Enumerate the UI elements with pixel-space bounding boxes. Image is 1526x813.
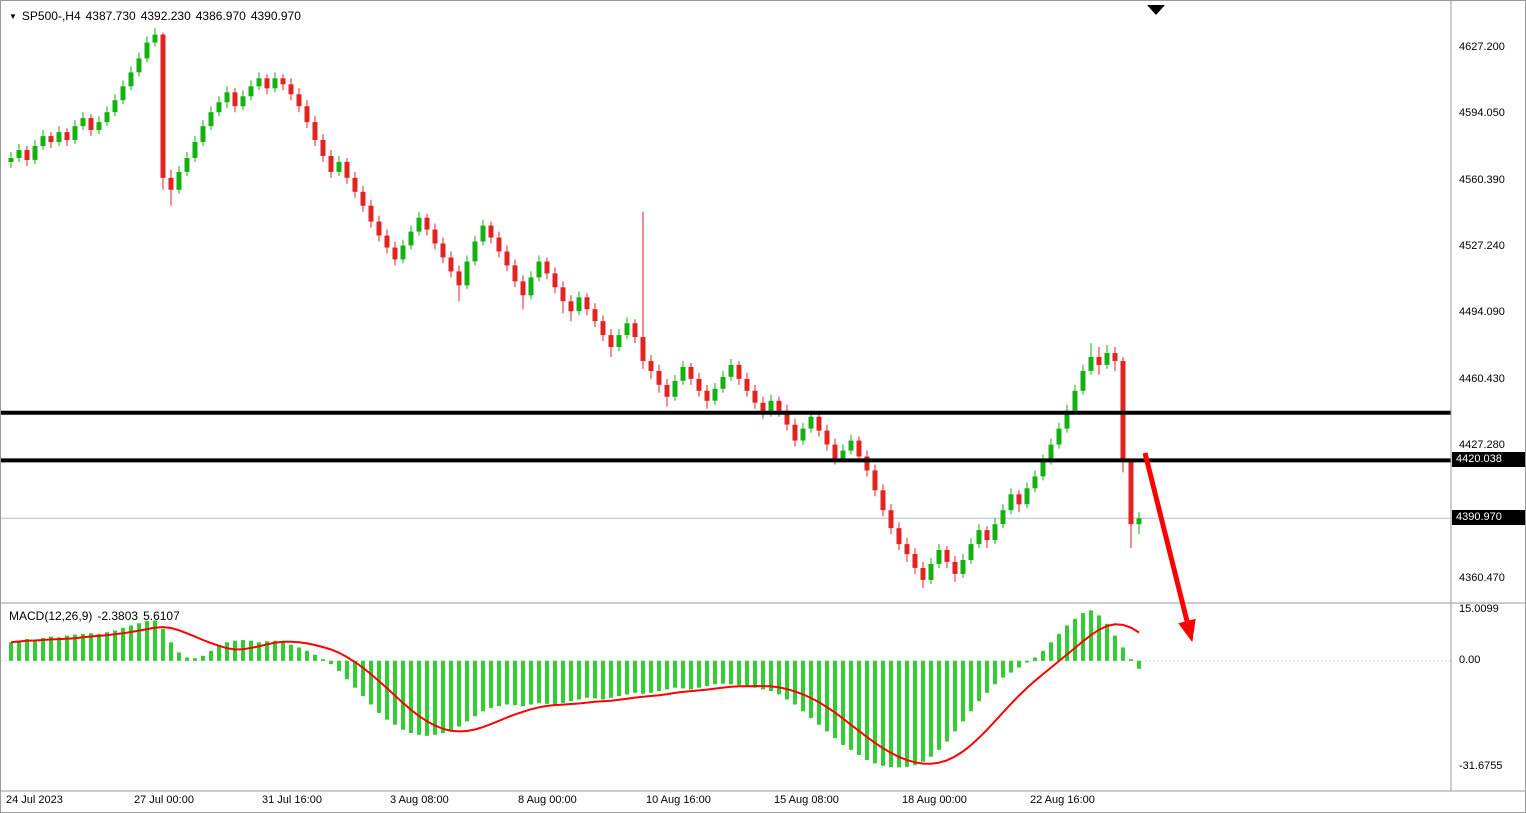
symbol-timeframe-label: SP500-,H4 (21, 9, 81, 23)
time-axis-label: 24 Jul 2023 (6, 794, 63, 806)
time-axis-label: 8 Aug 00:00 (518, 794, 577, 806)
macd-name: MACD(12,26,9) (9, 609, 93, 623)
macd-axis-label: 15.0099 (1459, 603, 1499, 616)
price-axis-label: 4594.050 (1459, 107, 1505, 120)
chart-title: ▼ SP500-,H4 4387.730 4392.230 4386.970 4390.9… (9, 9, 306, 23)
ohlc-low-value: 4386.970 (195, 9, 246, 23)
time-axis-label: 22 Aug 16:00 (1030, 794, 1095, 806)
collapse-arrow-icon[interactable]: ▼ (9, 12, 17, 21)
macd-main-value: -2.3803 (97, 609, 139, 623)
price-axis-label: 4460.430 (1459, 373, 1505, 385)
price-axis-label: 4360.470 (1459, 571, 1505, 584)
price-axis-label: 4494.090 (1459, 306, 1505, 319)
price-axis-label: 4560.390 (1459, 174, 1505, 187)
ohlc-high-value: 4392.230 (140, 9, 191, 23)
ohlc-open-value: 4387.730 (85, 9, 136, 23)
time-axis-label: 3 Aug 08:00 (390, 794, 449, 806)
trend-arrow[interactable] (1142, 452, 1196, 643)
hline-price-tag: 4420.038 (1452, 452, 1525, 468)
macd-axis-label: 0.00 (1459, 653, 1481, 666)
time-axis-label: 18 Aug 00:00 (902, 794, 967, 806)
macd-axis-label: -31.6755 (1459, 760, 1503, 773)
time-axis-label: 10 Aug 16:00 (646, 794, 711, 806)
price-axis-label: 4627.200 (1459, 41, 1505, 54)
macd-signal-line (10, 623, 1140, 765)
chart-shift-marker-icon[interactable] (1147, 5, 1165, 15)
macd-indicator-label: MACD(12,26,9) -2.3803 5.6107 (9, 609, 185, 623)
price-axis-label: 4527.240 (1459, 240, 1505, 253)
price-axis-label: 4427.280 (1459, 438, 1505, 451)
macd-histogram-layer (9, 610, 1141, 768)
bid-price-tag: 4390.970 (1452, 510, 1525, 526)
time-axis-label: 15 Aug 08:00 (774, 794, 839, 806)
time-axis-label: 31 Jul 16:00 (262, 794, 322, 806)
macd-signal-value: 5.6107 (143, 609, 180, 623)
time-axis-label: 27 Jul 00:00 (134, 794, 194, 806)
ohlc-close-value: 4390.970 (250, 9, 301, 23)
